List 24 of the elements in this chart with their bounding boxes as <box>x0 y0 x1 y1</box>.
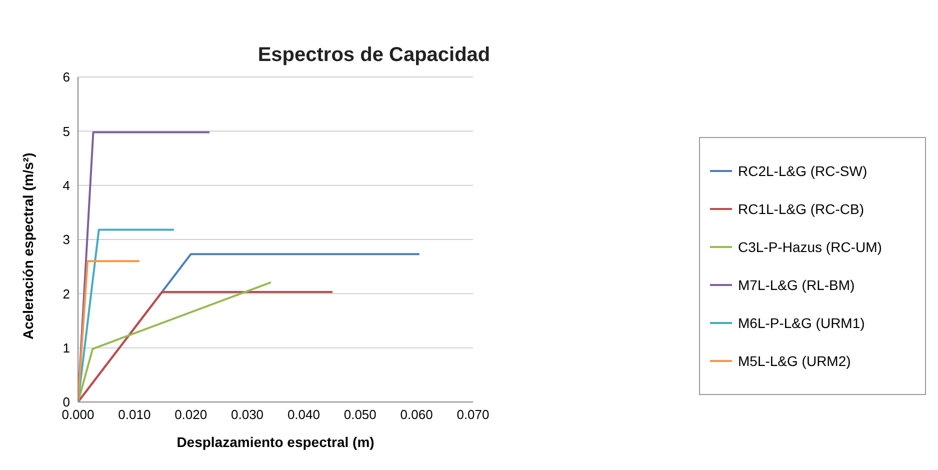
y-tick-label: 1 <box>62 340 70 356</box>
x-tick-label: 0.050 <box>344 407 376 422</box>
legend-label: RC2L-L&G (RC-SW) <box>738 163 868 179</box>
y-tick-label: 0 <box>62 394 70 410</box>
legend-label: M7L-L&G (RL-BM) <box>738 277 855 293</box>
x-tick-label: 0.040 <box>287 407 320 422</box>
y-tick-label: 5 <box>62 124 70 139</box>
y-axis-title: Aceleración espectral (m/s²) <box>20 152 36 340</box>
x-tick-label: 0.010 <box>118 407 151 422</box>
x-axis-title: Desplazamiento espectral (m) <box>176 434 374 450</box>
y-tick-label: 2 <box>62 286 70 302</box>
x-tick-label: 0.060 <box>400 407 433 422</box>
x-tick-label: 0.000 <box>62 407 94 422</box>
x-tick-label: 0.020 <box>174 407 208 422</box>
y-tick-label: 4 <box>62 178 70 193</box>
y-tick-label: 3 <box>62 232 70 248</box>
legend-label: M5L-L&G (URM2) <box>738 353 851 369</box>
legend-label: RC1L-L&G (RC-CB) <box>738 201 864 217</box>
y-tick-label: 6 <box>62 70 70 85</box>
legend-label: M6L-P-L&G (URM1) <box>738 315 865 331</box>
x-tick-label: 0.070 <box>456 407 490 422</box>
legend-label: C3L-P-Hazus (RC-UM) <box>738 239 882 255</box>
x-tick-label: 0.030 <box>231 407 264 422</box>
chart-title: Espectros de Capacidad <box>256 43 492 67</box>
